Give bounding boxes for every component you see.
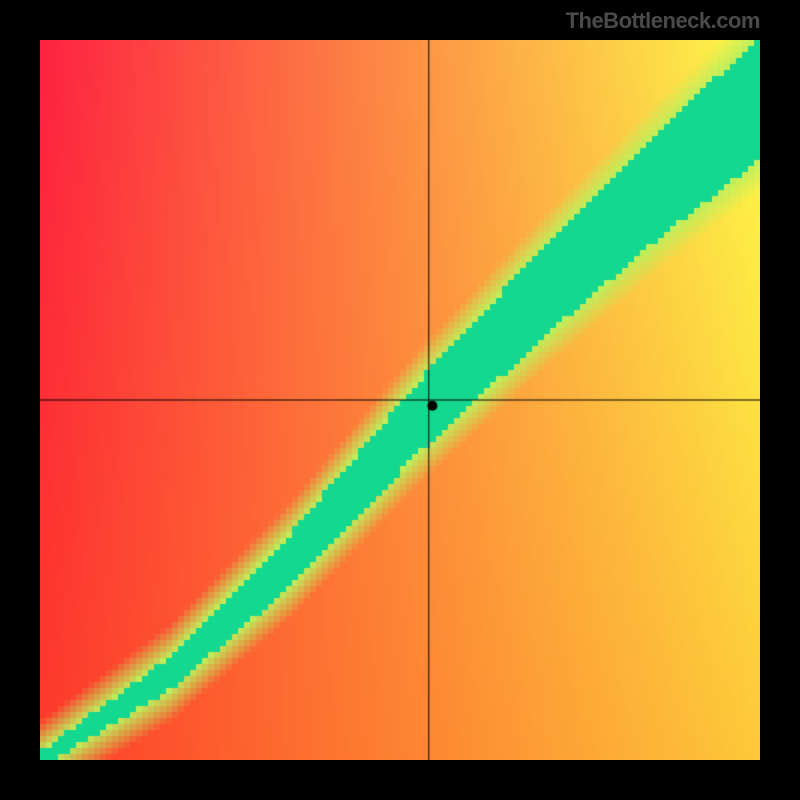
watermark-text: TheBottleneck.com [566,8,760,34]
bottleneck-heatmap [40,40,760,760]
